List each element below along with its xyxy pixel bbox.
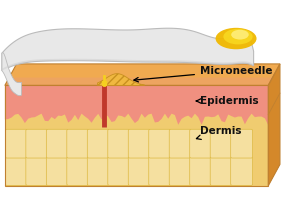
Text: Dermis: Dermis (196, 126, 242, 139)
Ellipse shape (223, 29, 253, 44)
FancyBboxPatch shape (231, 129, 253, 158)
FancyBboxPatch shape (26, 157, 48, 185)
Ellipse shape (216, 28, 257, 49)
FancyBboxPatch shape (190, 129, 212, 158)
Text: Epidermis: Epidermis (197, 96, 259, 106)
FancyBboxPatch shape (46, 157, 68, 185)
FancyBboxPatch shape (128, 157, 150, 185)
Polygon shape (98, 74, 144, 85)
Polygon shape (5, 164, 280, 186)
FancyBboxPatch shape (190, 157, 212, 185)
Text: Microneedle: Microneedle (134, 66, 273, 82)
FancyBboxPatch shape (87, 129, 109, 158)
Polygon shape (5, 85, 268, 186)
FancyBboxPatch shape (5, 157, 27, 185)
FancyBboxPatch shape (46, 129, 68, 158)
FancyBboxPatch shape (210, 157, 232, 185)
FancyBboxPatch shape (26, 129, 48, 158)
Polygon shape (5, 85, 268, 125)
Ellipse shape (231, 30, 249, 40)
FancyBboxPatch shape (87, 157, 109, 185)
FancyBboxPatch shape (128, 129, 150, 158)
FancyBboxPatch shape (67, 157, 89, 185)
FancyBboxPatch shape (231, 157, 253, 185)
Polygon shape (268, 64, 280, 186)
Polygon shape (5, 78, 273, 85)
FancyBboxPatch shape (108, 157, 130, 185)
FancyBboxPatch shape (169, 129, 191, 158)
FancyBboxPatch shape (169, 157, 191, 185)
Polygon shape (5, 64, 280, 85)
FancyBboxPatch shape (149, 157, 171, 185)
FancyBboxPatch shape (149, 129, 171, 158)
FancyBboxPatch shape (108, 129, 130, 158)
FancyBboxPatch shape (210, 129, 232, 158)
FancyBboxPatch shape (5, 129, 27, 158)
FancyBboxPatch shape (67, 129, 89, 158)
Polygon shape (2, 28, 254, 71)
Polygon shape (2, 59, 254, 71)
Polygon shape (2, 53, 21, 96)
